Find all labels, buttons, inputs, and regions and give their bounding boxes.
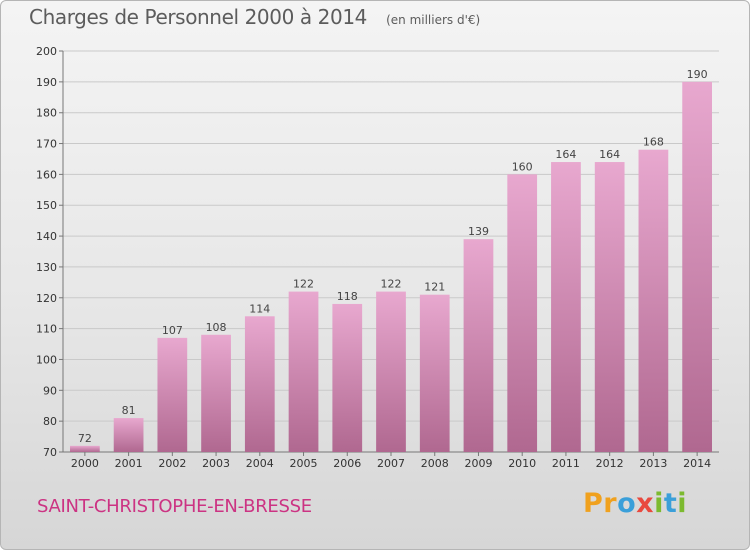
data-label: 164 bbox=[555, 148, 576, 161]
chart-title: Charges de Personnel 2000 à 2014 bbox=[29, 5, 367, 29]
bar bbox=[113, 418, 144, 452]
x-tick-label: 2001 bbox=[115, 457, 143, 470]
x-tick-label: 2000 bbox=[71, 457, 99, 470]
x-tick-label: 2014 bbox=[683, 457, 711, 470]
x-tick-label: 2004 bbox=[246, 457, 274, 470]
x-tick-label: 2010 bbox=[508, 457, 536, 470]
proxiti-logo[interactable]: Proxiti bbox=[583, 488, 687, 519]
y-tick-label: 160 bbox=[36, 168, 57, 181]
y-tick-label: 140 bbox=[36, 230, 57, 243]
data-label: 160 bbox=[512, 160, 533, 173]
bar bbox=[507, 174, 538, 452]
x-tick-label: 2003 bbox=[202, 457, 230, 470]
data-label: 107 bbox=[162, 324, 183, 337]
bar bbox=[638, 149, 669, 452]
bar bbox=[551, 162, 581, 453]
y-tick-label: 110 bbox=[36, 323, 57, 336]
y-tick-label: 130 bbox=[36, 261, 57, 274]
y-tick-label: 100 bbox=[36, 353, 57, 366]
data-label: 81 bbox=[122, 404, 136, 417]
y-tick-label: 190 bbox=[36, 76, 57, 89]
bar bbox=[69, 445, 100, 452]
data-label: 168 bbox=[643, 136, 664, 149]
y-tick-label: 150 bbox=[36, 199, 57, 212]
y-tick-label: 70 bbox=[43, 446, 57, 459]
logo-part: t bbox=[663, 488, 678, 519]
x-tick-label: 2012 bbox=[596, 457, 624, 470]
y-tick-label: 80 bbox=[43, 415, 57, 428]
bar bbox=[419, 294, 450, 452]
town-name: SAINT-CHRISTOPHE-EN-BRESSE bbox=[37, 496, 312, 517]
bar bbox=[157, 337, 188, 452]
data-label: 122 bbox=[381, 278, 402, 291]
logo-part: i bbox=[654, 488, 664, 519]
x-tick-label: 2011 bbox=[552, 457, 580, 470]
bar bbox=[463, 239, 494, 452]
bar bbox=[332, 303, 363, 452]
data-label: 122 bbox=[293, 278, 314, 291]
y-tick-label: 90 bbox=[43, 384, 57, 397]
x-tick-label: 2008 bbox=[421, 457, 449, 470]
data-label: 190 bbox=[687, 68, 708, 81]
x-tick-label: 2006 bbox=[333, 457, 361, 470]
data-label: 139 bbox=[468, 225, 489, 238]
data-label: 121 bbox=[424, 281, 445, 294]
y-tick-label: 200 bbox=[36, 45, 57, 58]
x-tick-label: 2013 bbox=[639, 457, 667, 470]
chart-subtitle: (en milliers d'€) bbox=[386, 13, 481, 27]
data-label: 72 bbox=[78, 432, 92, 445]
title-row: Charges de Personnel 2000 à 2014 (en mil… bbox=[29, 5, 480, 29]
logo-part: o bbox=[617, 488, 637, 519]
logo-part: x bbox=[636, 488, 655, 519]
bar bbox=[244, 316, 275, 452]
y-tick-label: 170 bbox=[36, 138, 57, 151]
bar bbox=[201, 334, 231, 452]
data-label: 114 bbox=[249, 302, 270, 315]
bar bbox=[594, 162, 625, 453]
bar bbox=[682, 81, 713, 452]
bar bbox=[376, 291, 406, 452]
y-tick-label: 120 bbox=[36, 292, 57, 305]
x-tick-label: 2002 bbox=[158, 457, 186, 470]
x-tick-label: 2005 bbox=[290, 457, 318, 470]
bar bbox=[288, 291, 319, 452]
x-tick-label: 2009 bbox=[464, 457, 492, 470]
y-tick-label: 180 bbox=[36, 107, 57, 120]
logo-part: i bbox=[677, 488, 688, 519]
data-label: 118 bbox=[337, 290, 358, 303]
x-tick-label: 2007 bbox=[377, 457, 405, 470]
bars bbox=[69, 81, 713, 453]
data-label: 164 bbox=[599, 148, 620, 161]
labels: 7080901001101201301401501601701801902007… bbox=[36, 45, 711, 470]
data-label: 108 bbox=[206, 321, 227, 334]
logo-part: Pr bbox=[583, 488, 618, 519]
